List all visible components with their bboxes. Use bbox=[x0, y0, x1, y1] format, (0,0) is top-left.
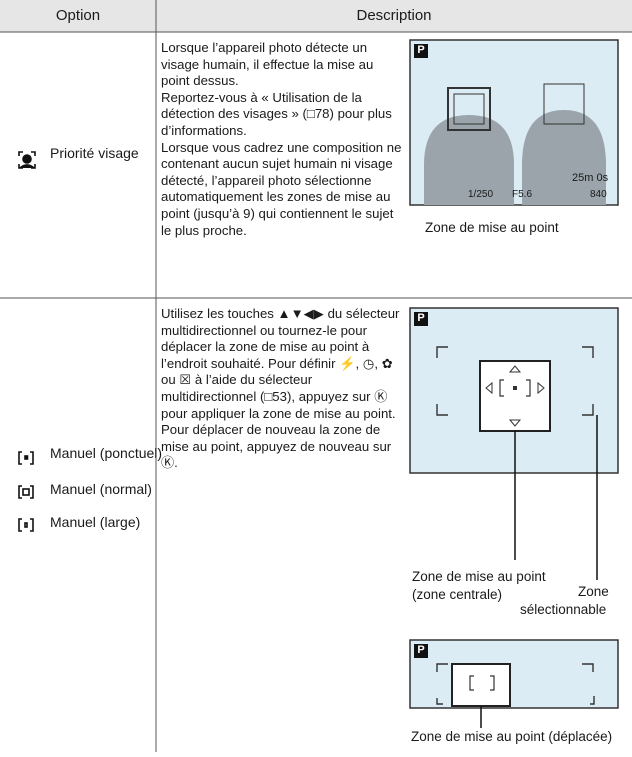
option-name: Manuel (large) bbox=[50, 514, 141, 530]
header-description: Description bbox=[356, 7, 432, 24]
screen-shutter: 1/250 bbox=[468, 189, 494, 200]
header-band bbox=[0, 0, 632, 32]
paragraph: Utilisez les touches ▲▼◀▶ du sélecteur m… bbox=[161, 306, 400, 471]
caption: Zone de mise au point bbox=[425, 220, 559, 235]
screen-time: 25m 0s bbox=[572, 172, 609, 184]
header-option: Option bbox=[55, 7, 101, 24]
camera-screen bbox=[409, 639, 619, 728]
paragraph: Reportez-vous à « Utilisation de la déte… bbox=[161, 89, 392, 138]
option-name: Manuel (normal) bbox=[50, 481, 152, 497]
screen-mode: P bbox=[417, 44, 425, 56]
description: Utilisez les touches ▲▼◀▶ du sélecteur m… bbox=[161, 306, 403, 472]
caption: Zone bbox=[578, 584, 609, 599]
spot-icon bbox=[18, 451, 34, 465]
wide-icon bbox=[18, 518, 34, 532]
normal-icon bbox=[18, 485, 34, 499]
caption: (zone centrale) bbox=[412, 587, 503, 602]
caption: Zone de mise au point (déplacée) bbox=[411, 729, 613, 744]
caption: Zone de mise au point bbox=[412, 569, 546, 584]
camera-screen bbox=[409, 39, 619, 206]
screen-mode: P bbox=[417, 312, 425, 324]
screen-aperture: F5.6 bbox=[512, 189, 533, 200]
caption: sélectionnable bbox=[520, 602, 607, 617]
face-icon bbox=[18, 151, 36, 169]
camera-screen bbox=[409, 307, 619, 580]
paragraph: Lorsque vous cadrez une composition ne c… bbox=[161, 139, 402, 238]
paragraph: Lorsque l’appareil photo détecte un visa… bbox=[161, 40, 374, 89]
screen-count: 840 bbox=[590, 189, 607, 200]
option-name: Priorité visage bbox=[50, 145, 139, 161]
option-name: Manuel (ponctuel) bbox=[50, 445, 163, 461]
description: Lorsque l’appareil photo détecte un visa… bbox=[161, 40, 403, 239]
screen-mode: P bbox=[417, 644, 425, 656]
